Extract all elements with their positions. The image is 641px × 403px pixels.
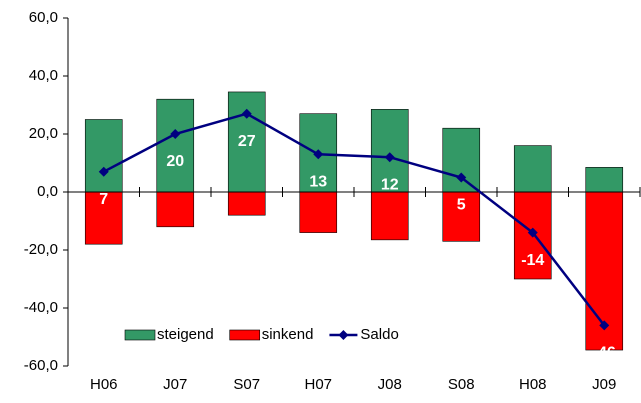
bar (84, 119, 123, 193)
x-tick-label: S07 (233, 376, 260, 393)
x-tick-label: J08 (378, 376, 402, 393)
marker (313, 149, 324, 160)
data-label: 7 (99, 191, 108, 208)
marker (527, 227, 538, 238)
x-tick-label: H07 (304, 376, 332, 393)
data-label: -14 (521, 252, 544, 269)
bar (84, 191, 123, 245)
legend-label: Saldo (360, 326, 398, 343)
data-label: -46 (593, 345, 616, 362)
marker (98, 166, 109, 177)
y-tick-label: 20,0 (29, 125, 58, 142)
bar (227, 91, 266, 193)
x-tick-label: H08 (519, 376, 547, 393)
data-label: 5 (457, 197, 466, 214)
bar (513, 145, 552, 193)
marker (241, 108, 252, 119)
data-label: 12 (381, 176, 399, 193)
marker (456, 172, 467, 183)
bar (370, 109, 409, 193)
data-label: 20 (166, 153, 184, 170)
bar (227, 191, 266, 216)
data-label: 13 (309, 174, 327, 191)
legend-swatch (124, 329, 156, 341)
y-tick-label: -60,0 (24, 357, 58, 374)
y-tick-label: -20,0 (24, 241, 58, 258)
y-tick-label: -40,0 (24, 299, 58, 316)
y-tick-label: 40,0 (29, 67, 58, 84)
data-label: 27 (238, 133, 256, 150)
marker (599, 320, 610, 331)
bar (585, 167, 624, 193)
bar (370, 191, 409, 241)
y-tick-label: 60,0 (29, 9, 58, 26)
bar (156, 98, 195, 193)
legend-label: steigend (157, 326, 214, 343)
x-tick-label: J07 (163, 376, 187, 393)
x-tick-label: H06 (90, 376, 118, 393)
x-tick-label: J09 (592, 376, 616, 393)
legend-swatch (338, 330, 349, 340)
line (103, 112, 606, 327)
bar (299, 191, 338, 233)
legend-label: sinkend (262, 326, 314, 343)
marker (384, 152, 395, 163)
marker (170, 129, 181, 139)
y-tick-label: 0,0 (37, 183, 58, 200)
x-tick-label: S08 (448, 376, 475, 393)
bar (156, 191, 195, 228)
legend-swatch (229, 329, 261, 341)
